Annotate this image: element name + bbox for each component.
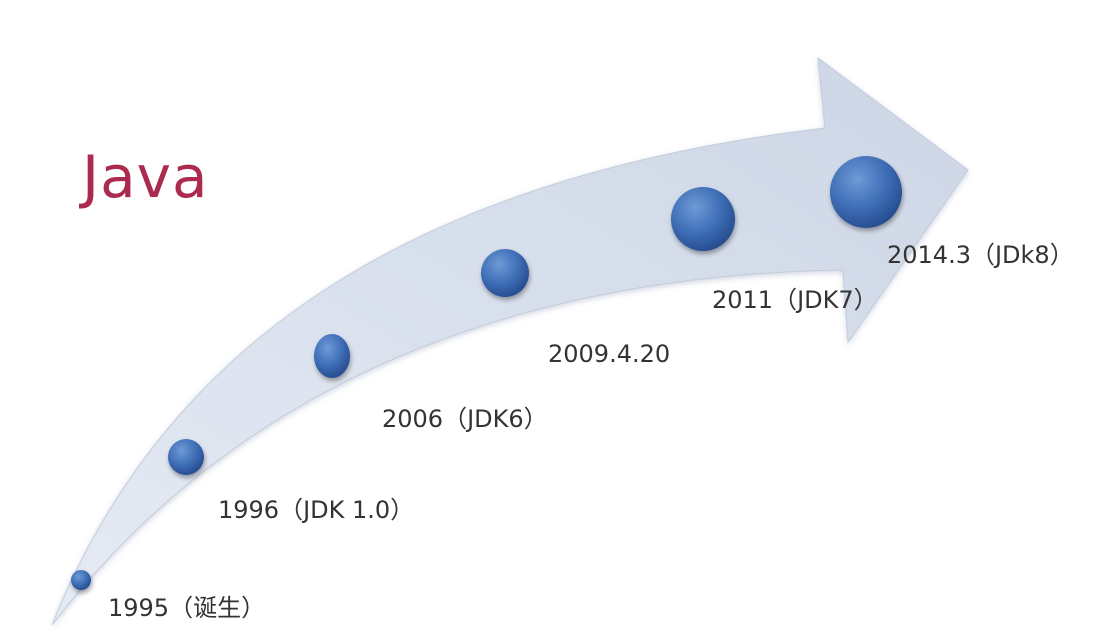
milestone-dot-1995 [71, 570, 91, 590]
milestone-dot-1996 [168, 439, 204, 475]
milestone-label-2006: 2006（JDK6） [382, 405, 548, 433]
page-title: Java [82, 143, 209, 211]
timeline-arrow [51, 56, 969, 626]
milestone-label-2014: 2014.3（JDk8） [887, 241, 1074, 269]
milestone-dot-2011 [671, 187, 735, 251]
milestone-dot-2009 [481, 249, 529, 297]
milestone-dot-2006 [314, 334, 350, 378]
milestone-label-2011: 2011（JDK7） [712, 286, 878, 314]
milestone-label-2009: 2009.4.20 [548, 340, 671, 368]
milestone-dots [71, 156, 902, 590]
milestone-label-1995: 1995（诞生） [108, 594, 266, 622]
milestone-label-1996: 1996（JDK 1.0） [218, 496, 415, 524]
milestone-dot-2014 [830, 156, 902, 228]
